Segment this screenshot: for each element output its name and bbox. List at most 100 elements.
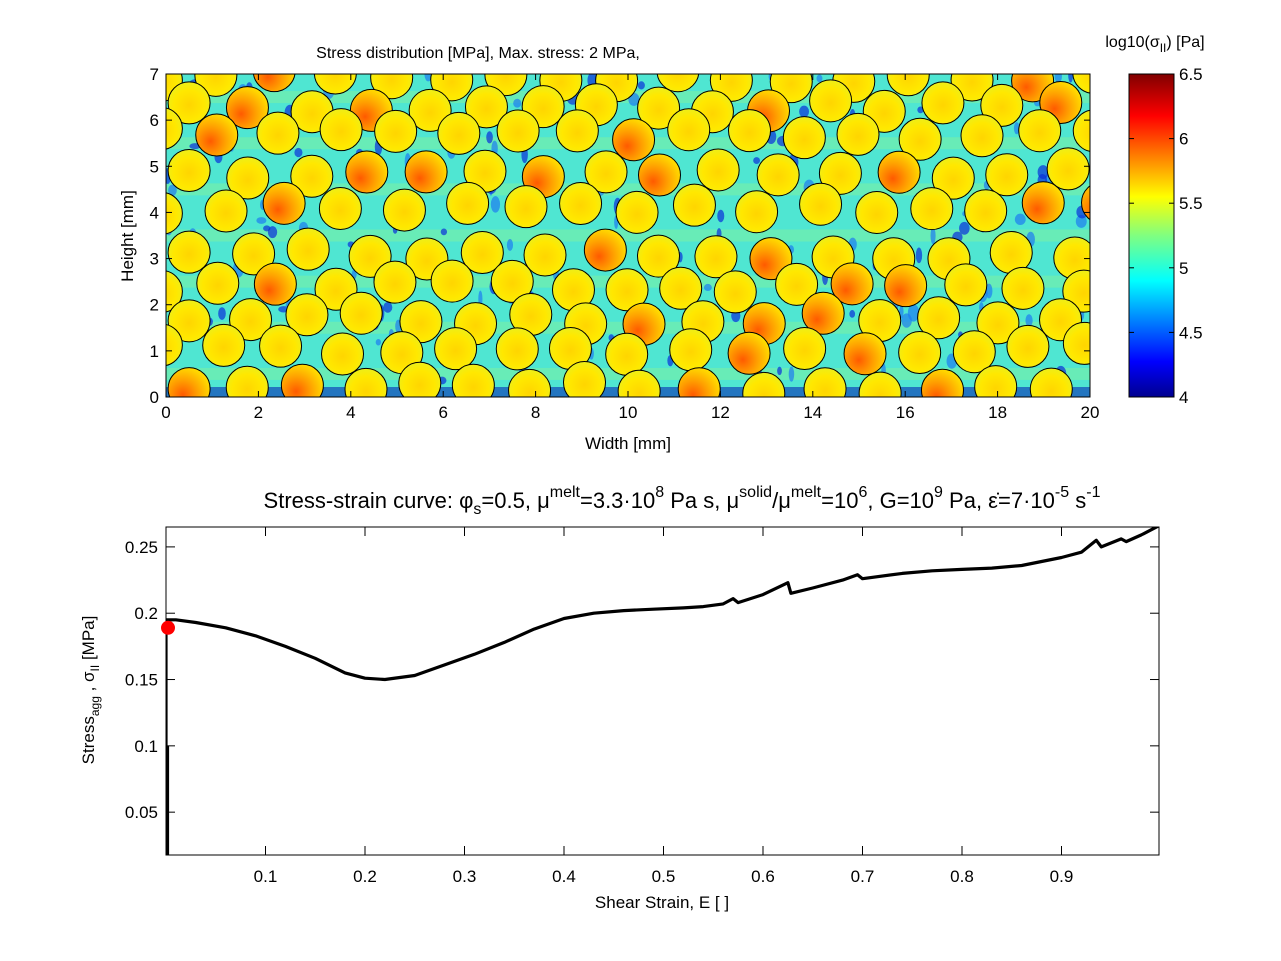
heatmap-grain xyxy=(345,150,389,194)
heatmap-grain xyxy=(256,111,300,155)
heatmap-grain xyxy=(555,109,599,153)
heatmap-low-stress-spot xyxy=(703,283,712,292)
line-chart-x-tick-label: 0.8 xyxy=(950,867,974,886)
heatmap-grain xyxy=(1062,321,1090,365)
heatmap-grain xyxy=(843,332,887,376)
line-chart-y-tick-label: 0.25 xyxy=(125,538,158,557)
heatmap-low-stress-spot xyxy=(267,226,278,239)
heatmap-low-stress-spot xyxy=(637,81,645,90)
heatmap-low-stress-spot xyxy=(959,221,970,235)
heatmap-grain xyxy=(226,156,270,200)
heatmap-grain xyxy=(399,300,443,344)
heatmap-grain xyxy=(285,293,329,337)
line-chart-y-tick-label: 0.15 xyxy=(125,671,158,690)
heatmap-low-stress-spot xyxy=(424,74,433,82)
heatmap-grain xyxy=(877,150,921,194)
heatmap-grain xyxy=(910,187,954,231)
heatmap-grain xyxy=(1029,367,1073,397)
heatmap-grain xyxy=(408,88,452,132)
heatmap-x-tick-label: 20 xyxy=(1081,403,1100,422)
heatmap-grain xyxy=(672,183,716,227)
heatmap-grain xyxy=(782,116,826,160)
heatmap-grain xyxy=(508,368,552,397)
heatmap-low-stress-spot xyxy=(218,307,226,320)
line-chart-x-tick-label: 0.2 xyxy=(353,867,377,886)
heatmap-y-tick-label: 6 xyxy=(150,111,159,130)
heatmap-low-stress-spot xyxy=(1068,74,1073,83)
heatmap-low-stress-spot xyxy=(907,304,920,322)
heatmap-grain xyxy=(669,328,713,372)
heatmap-grain xyxy=(694,235,738,279)
heatmap-grain xyxy=(196,261,240,305)
heatmap-grain xyxy=(490,259,534,303)
heatmap-y-tick-label: 4 xyxy=(150,203,159,222)
heatmap-grain xyxy=(713,270,757,314)
heatmap-grain xyxy=(318,186,362,230)
stress-strain-series-line xyxy=(166,527,1159,855)
heatmap-grain xyxy=(319,108,363,152)
heatmap-y-tick-label: 1 xyxy=(150,342,159,361)
colorbar xyxy=(1128,73,1175,398)
heatmap-grain xyxy=(229,298,273,342)
heatmap-y-tick-label: 0 xyxy=(150,388,159,407)
heatmap-grain xyxy=(667,108,711,152)
heatmap-grain xyxy=(504,185,548,229)
heatmap-grain xyxy=(167,230,211,274)
heatmap-grain xyxy=(1018,109,1062,153)
heatmap-grain xyxy=(523,233,567,277)
colorbar-tick-label: 4 xyxy=(1179,388,1188,407)
colorbar-ticks: 4 4.5 5 5.5 6 6.5 xyxy=(1129,65,1203,407)
heatmap-grain xyxy=(563,360,606,397)
heatmap-low-stress-spot xyxy=(486,131,493,144)
heatmap-grain xyxy=(980,83,1024,127)
line-chart-x-tick-label: 0.6 xyxy=(751,867,775,886)
heatmap-x-tick-label: 2 xyxy=(254,403,263,422)
heatmap-grain xyxy=(166,107,183,150)
heatmap-grain xyxy=(742,371,786,397)
heatmap-grain xyxy=(252,74,296,93)
heatmap-low-stress-spot xyxy=(383,301,393,313)
heatmap-grain xyxy=(437,111,481,155)
heatmap-grain xyxy=(612,118,656,162)
heatmap-grain xyxy=(985,153,1029,197)
heatmap-grain xyxy=(783,327,827,371)
heatmap-grain xyxy=(262,181,306,225)
heatmap-grain xyxy=(259,324,303,368)
colorbar-tick-label: 6.5 xyxy=(1179,65,1203,84)
heatmap-y-tick-label: 3 xyxy=(150,250,159,269)
colorbar-label-prefix: log10(σ xyxy=(1105,34,1159,51)
heatmap-low-stress-spot xyxy=(168,184,177,196)
heatmap-grain xyxy=(434,327,478,371)
heatmap-grain xyxy=(952,330,996,374)
heatmap-grain xyxy=(615,190,659,234)
heatmap-grain xyxy=(204,189,248,233)
line-chart-x-tick-label: 0.9 xyxy=(1050,867,1074,886)
heatmap-low-stress-spot xyxy=(440,228,448,236)
heatmap-grain xyxy=(339,291,383,335)
heatmap-grain xyxy=(446,181,490,225)
heatmap-low-stress-spot xyxy=(1013,122,1020,135)
heatmap-x-tick-label: 8 xyxy=(531,403,540,422)
heatmap-grain xyxy=(1021,181,1065,225)
heatmap-grain xyxy=(167,299,211,343)
heatmap-grain xyxy=(166,323,183,366)
colorbar-tick-label: 4.5 xyxy=(1179,323,1203,342)
heatmap-grain xyxy=(637,153,681,197)
heatmap-x-tick-label: 14 xyxy=(803,403,822,422)
line-chart-x-tick-label: 0.1 xyxy=(254,867,278,886)
heatmap-grain xyxy=(799,182,843,226)
heatmap-grain xyxy=(1001,266,1045,310)
heatmap-low-stress-spot xyxy=(849,310,856,318)
heatmap-grain xyxy=(898,331,942,375)
heatmap-grain xyxy=(280,363,324,397)
heatmap-y-tick-label: 5 xyxy=(150,157,159,176)
heatmap-grain xyxy=(830,262,874,306)
heatmap-grain xyxy=(917,296,961,340)
line-chart-y-axis-label: Stressagg , σII [MPa] xyxy=(79,616,102,765)
heatmap-low-stress-spot xyxy=(506,239,514,251)
heatmap-y-axis-label: Height [mm] xyxy=(118,190,137,282)
heatmap-grain xyxy=(735,190,779,234)
colorbar-tick-label: 6 xyxy=(1179,130,1188,149)
